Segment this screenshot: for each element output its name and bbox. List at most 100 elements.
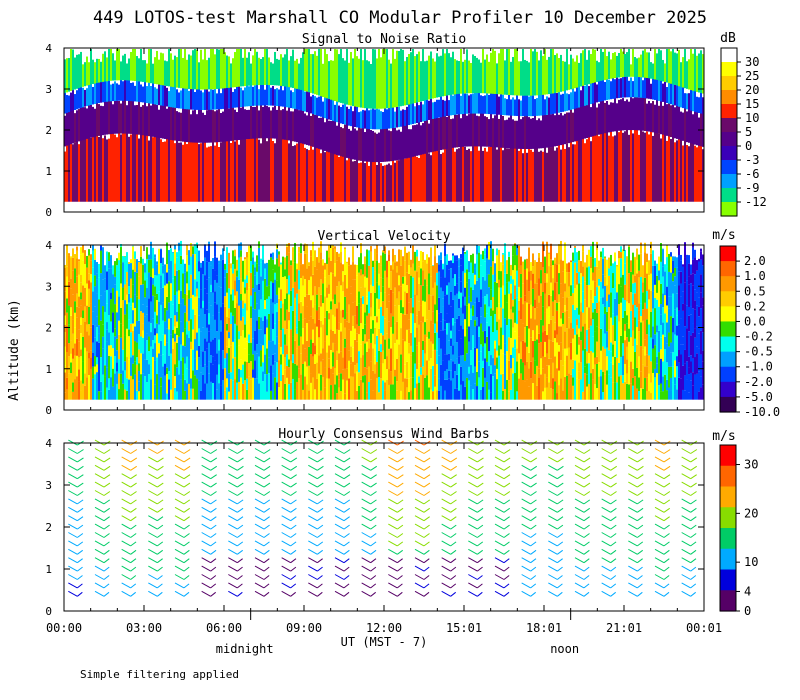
snr-column-segment	[66, 58, 68, 93]
wind-barb-flag	[174, 490, 185, 496]
velocity-column-segment	[106, 387, 108, 400]
velocity-column-segment	[76, 338, 78, 356]
velocity-column-segment	[622, 375, 624, 384]
velocity-column-segment	[358, 334, 360, 352]
velocity-column-segment	[168, 371, 170, 380]
velocity-column-segment	[198, 305, 200, 316]
snr-column-segment	[354, 160, 356, 202]
velocity-column-segment	[150, 365, 152, 380]
velocity-column-segment	[608, 275, 610, 295]
velocity-column-segment	[92, 324, 94, 343]
velocity-column-segment	[214, 360, 216, 384]
snr-column-segment	[670, 105, 672, 138]
snr-column-segment	[472, 93, 474, 114]
velocity-column-segment	[284, 357, 286, 370]
snr-column-segment	[674, 83, 676, 106]
velocity-column-segment	[64, 346, 66, 366]
velocity-column-segment	[680, 254, 682, 261]
snr-column-segment	[584, 49, 586, 86]
velocity-column-segment	[118, 296, 120, 321]
velocity-column-segment	[108, 355, 110, 379]
snr-column-segment	[196, 114, 198, 143]
snr-column-segment	[146, 131, 148, 202]
velocity-column-segment	[234, 295, 236, 308]
velocity-column-segment	[166, 310, 168, 329]
wind-barb-flag	[94, 540, 105, 547]
velocity-column-segment	[616, 264, 618, 267]
wind-barb-flag	[121, 473, 131, 480]
snr-column-segment	[278, 135, 280, 202]
velocity-column-segment	[150, 276, 152, 302]
snr-column-segment	[592, 132, 594, 202]
velocity-column-segment	[468, 341, 470, 367]
wind-barb-flag	[121, 498, 131, 505]
velocity-column-segment	[496, 357, 498, 369]
snr-column-segment	[90, 137, 92, 202]
snr-column-segment	[456, 60, 458, 95]
y-tick-label: 4	[45, 42, 52, 55]
velocity-column-segment	[504, 354, 506, 381]
snr-column-segment	[338, 105, 340, 123]
snr-column-segment	[660, 77, 662, 102]
snr-column-segment	[416, 54, 418, 103]
snr-column-segment	[184, 140, 186, 202]
velocity-column-segment	[648, 299, 650, 325]
snr-column-segment	[436, 99, 438, 119]
velocity-column-segment	[430, 358, 432, 369]
velocity-column-segment	[472, 305, 474, 316]
velocity-column-segment	[444, 277, 446, 296]
wind-barb-flag	[254, 557, 265, 564]
velocity-column-segment	[250, 318, 252, 327]
velocity-column-segment	[218, 286, 220, 313]
wind-barb-flag	[174, 582, 185, 589]
velocity-column-segment	[524, 381, 526, 400]
wind-barb-flag	[94, 548, 105, 555]
snr-column-segment	[680, 62, 682, 87]
wind-barb-staff	[130, 575, 137, 580]
velocity-column-segment	[526, 325, 528, 347]
wind-barb-flag	[201, 498, 211, 505]
velocity-column-segment	[558, 264, 560, 274]
velocity-column-segment	[412, 313, 414, 333]
velocity-column-segment	[430, 265, 432, 277]
velocity-column-segment	[506, 273, 508, 283]
velocity-column-segment	[246, 320, 248, 342]
snr-column-segment	[696, 55, 698, 92]
velocity-column-segment	[558, 351, 560, 371]
velocity-column-segment	[512, 312, 514, 328]
wind-barb-flag	[254, 473, 265, 480]
velocity-column-segment	[126, 328, 128, 339]
velocity-column-segment	[520, 319, 522, 342]
velocity-column-segment	[376, 316, 378, 323]
wind-barb-flag	[68, 582, 78, 589]
snr-column-segment	[442, 99, 444, 117]
velocity-column-segment	[562, 260, 564, 272]
velocity-column-segment	[616, 357, 618, 383]
velocity-column-segment	[674, 267, 676, 277]
velocity-column-segment	[138, 261, 140, 263]
snr-column-segment	[168, 49, 170, 87]
velocity-column-segment	[298, 368, 300, 379]
velocity-column-segment	[408, 343, 410, 354]
snr-column-segment	[664, 134, 666, 202]
velocity-column-segment	[382, 252, 384, 279]
snr-column-segment	[316, 145, 318, 202]
wind-barb-staff	[157, 499, 164, 505]
velocity-column-segment	[340, 331, 342, 352]
velocity-column-segment	[632, 293, 634, 305]
velocity-column-segment	[510, 368, 512, 390]
snr-column-segment	[308, 150, 310, 202]
velocity-column-segment	[270, 304, 272, 329]
velocity-column-segment	[318, 337, 320, 356]
snr-column-segment	[670, 51, 672, 84]
velocity-column-segment	[362, 341, 364, 356]
velocity-column-segment	[606, 384, 608, 400]
snr-column-segment	[312, 54, 314, 94]
velocity-column-segment	[242, 330, 244, 341]
wind-barb-flag	[148, 506, 158, 513]
snr-column-segment	[254, 85, 256, 106]
velocity-column-segment	[234, 357, 236, 380]
velocity-column-segment	[692, 247, 694, 260]
velocity-column-segment	[500, 262, 502, 272]
velocity-column-segment	[620, 335, 622, 357]
